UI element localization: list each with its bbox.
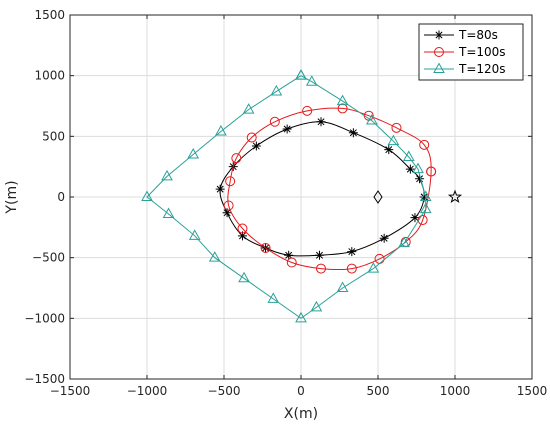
x-tick-label: 1000: [440, 384, 471, 398]
triangle-marker: [162, 207, 175, 218]
triangle-marker: [238, 271, 250, 283]
triangle-marker: [188, 229, 201, 240]
asterisk-marker: [251, 141, 261, 151]
circle-marker: [246, 132, 257, 143]
triangle-marker: [412, 162, 424, 174]
asterisk-marker: [314, 250, 324, 260]
triangle-marker: [141, 190, 153, 201]
triangle-marker: [187, 148, 200, 159]
legend-triangle-marker: [433, 62, 445, 73]
circle-marker: [237, 223, 248, 234]
circle-marker: [337, 103, 348, 114]
asterisk-marker: [348, 128, 358, 138]
asterisk-marker: [415, 174, 425, 184]
asterisk-marker: [282, 124, 292, 134]
triangle-marker: [242, 103, 255, 114]
star-marker: [447, 189, 463, 204]
ticks: −1500 −1000 −500 0 500 1000 1500 −1500 −1000 −500…: [24, 8, 547, 398]
asterisk-marker: [284, 250, 294, 260]
series-star: [447, 189, 463, 204]
circle-marker: [269, 116, 280, 127]
y-tick-label: 1500: [34, 8, 65, 22]
circle-marker: [225, 176, 236, 187]
legend-label: T=80s: [458, 28, 498, 42]
circle-marker: [260, 242, 271, 253]
triangle-marker: [208, 251, 221, 262]
triangle-marker: [295, 69, 307, 80]
asterisk-marker: [222, 208, 232, 218]
x-tick-label: 1500: [517, 384, 548, 398]
triangle-marker: [215, 124, 227, 136]
triangle-marker: [365, 114, 378, 125]
legend-label: T=100s: [458, 45, 506, 59]
y-tick-label: 500: [42, 129, 65, 143]
legend-entry: T=80s: [424, 28, 498, 42]
y-tick-label: 1000: [34, 69, 65, 83]
asterisk-marker: [379, 233, 389, 243]
circle-marker: [231, 153, 242, 164]
x-tick-label: 500: [367, 384, 390, 398]
series: [141, 69, 463, 323]
triangle-marker: [305, 75, 318, 86]
legend-circle-marker: [434, 47, 444, 57]
series-diamond: [373, 190, 383, 204]
y-axis-label: Y(m): [4, 180, 20, 214]
y-tick-label: 0: [57, 190, 65, 204]
asterisk-marker: [384, 145, 394, 155]
triangle-marker: [336, 94, 349, 106]
series-t-120s: [141, 69, 432, 323]
circle-marker: [417, 215, 428, 226]
asterisk-marker: [405, 164, 415, 174]
x-tick-label: −1000: [127, 384, 168, 398]
triangle-marker: [267, 292, 280, 303]
triangle-marker: [419, 202, 432, 214]
triangle-marker: [295, 311, 307, 323]
legend-label: T=120s: [458, 62, 506, 76]
asterisk-marker: [215, 184, 225, 194]
asterisk-marker: [237, 231, 247, 241]
legend-entry: T=100s: [424, 45, 506, 59]
y-tick-label: −1500: [24, 372, 65, 386]
circle-marker: [223, 200, 234, 211]
triangle-marker: [402, 150, 415, 161]
diamond-marker: [373, 190, 383, 204]
circle-marker: [426, 166, 437, 177]
circle-marker: [419, 139, 430, 150]
triangle-marker: [270, 84, 283, 96]
legend-asterisk-marker: [434, 30, 444, 40]
x-tick-label: 0: [297, 384, 305, 398]
asterisk-marker: [316, 117, 326, 127]
legend: T=80s T=100s T=120s: [418, 23, 524, 81]
asterisk-marker: [347, 247, 357, 257]
x-tick-label: −1500: [50, 384, 91, 398]
legend-entry: T=120s: [424, 62, 506, 76]
x-axis-label: X(m): [284, 406, 318, 422]
x-tick-label: −500: [208, 384, 241, 398]
triangle-marker: [367, 262, 380, 273]
circle-marker: [286, 257, 297, 268]
triangle-marker: [161, 169, 173, 181]
circle-marker: [346, 263, 357, 274]
y-tick-label: −1000: [24, 311, 65, 325]
triangle-marker: [398, 236, 411, 248]
triangle-marker: [336, 281, 349, 292]
series-line: [227, 107, 432, 271]
triangle-marker: [387, 134, 400, 146]
circle-marker: [302, 105, 313, 116]
y-tick-label: −500: [32, 251, 65, 265]
triangle-marker: [419, 190, 432, 201]
asterisk-marker: [410, 213, 420, 223]
circle-marker: [391, 122, 402, 133]
asterisk-marker: [419, 192, 429, 202]
triangle-marker: [310, 300, 323, 312]
circle-marker: [316, 263, 327, 274]
